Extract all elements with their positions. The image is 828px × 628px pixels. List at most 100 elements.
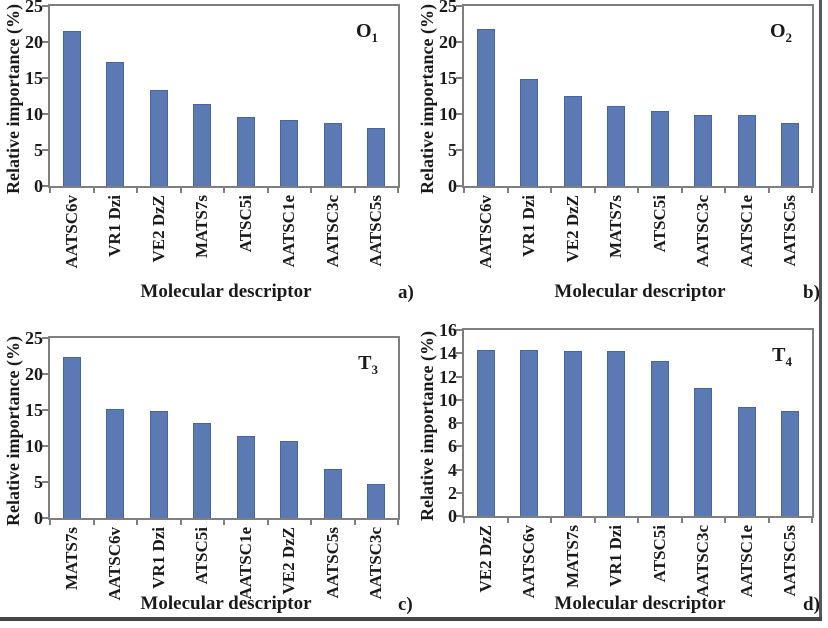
panel-title: T3 xyxy=(358,352,378,381)
panel-title-subscript: 4 xyxy=(785,354,793,369)
y-tick-label: 5 xyxy=(34,140,43,160)
y-tick-label: 10 xyxy=(439,389,457,410)
bar-aatsc1e xyxy=(737,406,756,516)
bar-mats7s xyxy=(563,350,582,516)
bar-mats7s xyxy=(62,357,81,518)
x-tick xyxy=(506,518,509,523)
y-tick xyxy=(42,113,48,115)
x-tick-label: VR1 Dzi xyxy=(519,195,539,257)
panel-title: T4 xyxy=(772,344,792,373)
y-tick xyxy=(456,398,462,401)
y-tick-label: 25 xyxy=(439,0,457,16)
panel-title-subscript: 2 xyxy=(785,30,793,45)
x-tick xyxy=(49,520,51,525)
x-tick-label: VE2 DzZ xyxy=(562,195,582,263)
x-tick xyxy=(637,518,639,523)
bar-aatsc3c xyxy=(323,123,342,186)
y-tick-label: 4 xyxy=(448,459,457,480)
y-tick-label: 2 xyxy=(448,482,457,503)
bar-ve2-dzz xyxy=(149,89,168,186)
y-tick xyxy=(456,77,462,79)
x-axis-label: Molecular descriptor xyxy=(140,281,312,302)
bar-vr1-dzi xyxy=(106,62,125,186)
x-tick xyxy=(680,518,683,523)
x-tick-label: VR1 Dzi xyxy=(148,527,168,589)
y-tick xyxy=(456,491,462,494)
chart-panel-b: Relative importance (%) O2 0 5 10 15 20 25 AAT… xyxy=(414,0,828,314)
y-tick-label: 6 xyxy=(448,436,457,457)
x-tick xyxy=(266,520,269,525)
y-tick xyxy=(42,445,48,447)
x-tick xyxy=(463,188,465,193)
bar-aatsc5s xyxy=(367,128,386,186)
panel-letter: d) xyxy=(803,594,820,615)
y-tick-label: 20 xyxy=(25,32,43,52)
y-tick-label: 10 xyxy=(25,436,43,456)
y-tick-label: 20 xyxy=(439,32,457,52)
y-tick xyxy=(456,329,462,331)
y-tick xyxy=(456,352,462,355)
x-tick xyxy=(593,518,596,523)
y-tick xyxy=(42,337,48,339)
x-tick xyxy=(506,188,509,193)
x-tick xyxy=(179,520,182,525)
y-tick-label: 25 xyxy=(25,328,43,348)
x-tick xyxy=(136,520,138,525)
x-tick-label: AATSC5s xyxy=(780,195,800,267)
y-tick xyxy=(42,5,48,7)
y-tick xyxy=(42,373,48,375)
bar-vr1-dzi xyxy=(520,78,539,186)
y-tick-label: 8 xyxy=(448,413,457,433)
plot-area: O2 0 5 10 15 20 25 AATSC6v VR1 Dzi VE2 DzZ MATS7s… xyxy=(439,0,814,268)
y-tick xyxy=(42,77,48,79)
y-tick-label: 10 xyxy=(25,104,43,124)
y-tick xyxy=(42,185,48,187)
x-tick-label: AATSC5s xyxy=(366,195,386,267)
y-tick-label: 0 xyxy=(448,506,457,526)
x-tick-label: AATSC1e xyxy=(235,527,255,600)
panel-title-subscript: 3 xyxy=(371,362,379,377)
y-tick-label: 20 xyxy=(25,364,43,384)
x-tick-label: ATSC5i xyxy=(192,527,212,585)
x-tick xyxy=(179,188,182,193)
panel-letter: b) xyxy=(803,282,820,303)
x-tick xyxy=(593,188,596,193)
x-tick xyxy=(637,188,639,193)
y-tick-label: 0 xyxy=(34,176,43,196)
bar-aatsc3c xyxy=(694,114,713,186)
panel-title: O2 xyxy=(770,20,792,49)
x-tick xyxy=(811,188,813,193)
bar-aatsc3c xyxy=(367,484,386,518)
y-tick-label: 15 xyxy=(439,68,457,88)
bar-ve2-dzz xyxy=(280,440,299,518)
y-tick xyxy=(42,481,48,483)
x-tick-label: VR1 Dzi xyxy=(606,525,626,587)
chart-panel-a: Relative importance (%) O1 0 5 10 15 20 25 AAT… xyxy=(0,0,414,314)
y-tick xyxy=(456,149,462,151)
x-tick xyxy=(397,188,399,193)
y-tick-label: 12 xyxy=(439,366,457,387)
panel-title-base: O xyxy=(355,20,372,42)
y-tick xyxy=(42,41,48,43)
x-tick xyxy=(724,188,726,193)
x-tick-label: AATSC3c xyxy=(322,195,342,268)
x-tick xyxy=(767,188,770,193)
x-tick-label: VE2 DzZ xyxy=(475,525,495,593)
chart-panel-d: Relative importance (%) T4 0 2 4 6 8 10 12 14 16… xyxy=(414,314,828,628)
panel-title-subscript: 1 xyxy=(371,30,379,45)
bar-atsc5i xyxy=(650,111,669,186)
bar-aatsc6v xyxy=(62,31,81,186)
x-axis-label: Molecular descriptor xyxy=(140,593,312,614)
y-tick xyxy=(42,409,48,411)
bar-atsc5i xyxy=(193,422,212,518)
x-tick xyxy=(811,518,813,523)
x-tick xyxy=(550,188,552,193)
y-tick xyxy=(42,517,48,519)
plot-area: T3 0 5 10 15 20 25 MATS7s AATSC6v VR1 Dzi ATSC5i A… xyxy=(25,328,400,600)
x-tick xyxy=(463,518,465,523)
bar-mats7s xyxy=(607,106,626,186)
page-edge-bottom-divider xyxy=(0,617,822,621)
x-tick xyxy=(266,188,269,193)
x-tick-label: AATSC6v xyxy=(61,195,81,269)
y-tick xyxy=(456,445,462,448)
